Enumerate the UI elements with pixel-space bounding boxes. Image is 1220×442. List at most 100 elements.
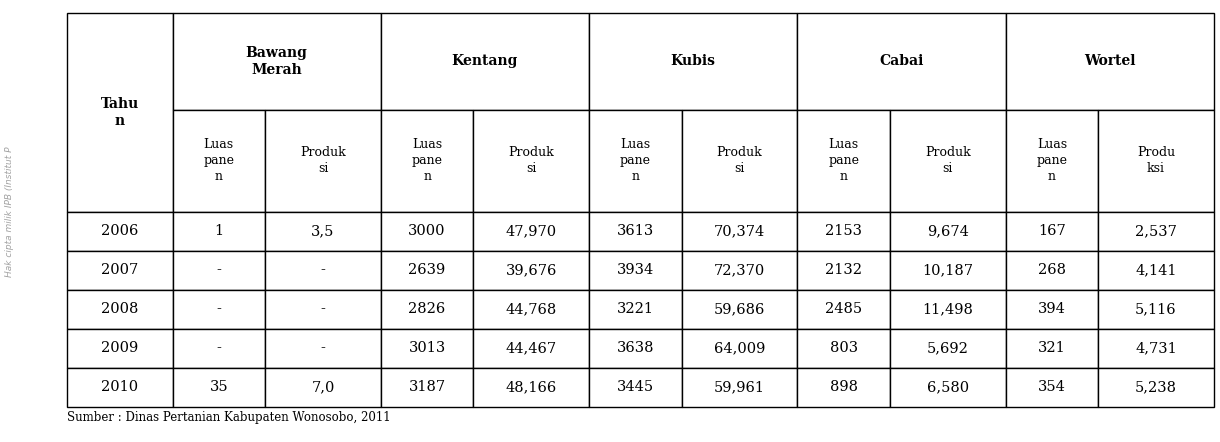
Bar (172, 251, 265, 290)
Text: 44,467: 44,467 (505, 341, 556, 355)
Text: Cabai: Cabai (880, 54, 924, 69)
Bar (1098, 329, 1214, 368)
Bar (172, 110, 265, 212)
Bar (589, 368, 682, 407)
Bar (589, 13, 798, 110)
Bar (67, 212, 172, 251)
Bar (1005, 212, 1098, 251)
Text: Luas
pane
n: Luas pane n (828, 138, 859, 183)
Bar (172, 290, 265, 329)
Text: 2009: 2009 (101, 341, 138, 355)
Bar (1098, 290, 1214, 329)
Bar (67, 13, 172, 212)
Bar (1005, 329, 1098, 368)
Text: Kentang: Kentang (451, 54, 518, 69)
Bar (589, 110, 682, 212)
Bar (473, 368, 589, 407)
Bar (798, 251, 889, 290)
Bar (682, 212, 798, 251)
Text: 48,166: 48,166 (505, 380, 556, 394)
Text: 59,686: 59,686 (714, 302, 765, 316)
Text: Sumber : Dinas Pertanian Kabupaten Wonosobo, 2011: Sumber : Dinas Pertanian Kabupaten Wonos… (67, 411, 390, 424)
Text: 2132: 2132 (825, 263, 863, 277)
Text: -: - (216, 263, 221, 277)
Text: 3445: 3445 (617, 380, 654, 394)
Bar (381, 212, 473, 251)
Bar (172, 212, 265, 251)
Bar (682, 251, 798, 290)
Bar (1098, 368, 1214, 407)
Bar (473, 251, 589, 290)
Text: 3613: 3613 (617, 225, 654, 238)
Bar (381, 13, 589, 110)
Bar (589, 251, 682, 290)
Text: Produk
si: Produk si (300, 146, 345, 175)
Text: -: - (216, 341, 221, 355)
Text: 3638: 3638 (616, 341, 654, 355)
Text: 2826: 2826 (409, 302, 445, 316)
Text: Produ
ksi: Produ ksi (1137, 146, 1175, 175)
Text: 44,768: 44,768 (505, 302, 556, 316)
Bar (889, 212, 1005, 251)
Text: Hak cipta milik IPB (Institut P: Hak cipta milik IPB (Institut P (5, 147, 15, 278)
Text: 803: 803 (830, 341, 858, 355)
Text: 268: 268 (1038, 263, 1066, 277)
Text: 394: 394 (1038, 302, 1066, 316)
Text: Luas
pane
n: Luas pane n (620, 138, 650, 183)
Text: Produk
si: Produk si (925, 146, 971, 175)
Text: 7,0: 7,0 (311, 380, 334, 394)
Bar (1005, 368, 1098, 407)
Text: Produk
si: Produk si (716, 146, 762, 175)
Text: 4,141: 4,141 (1136, 263, 1177, 277)
Bar (473, 329, 589, 368)
Text: 3,5: 3,5 (311, 225, 334, 238)
Text: 898: 898 (830, 380, 858, 394)
Text: 2007: 2007 (101, 263, 138, 277)
Text: 2008: 2008 (101, 302, 139, 316)
Text: Tahu
n: Tahu n (101, 97, 139, 128)
Bar (682, 329, 798, 368)
Bar (172, 368, 265, 407)
Bar (172, 329, 265, 368)
Bar (798, 290, 889, 329)
Bar (889, 110, 1005, 212)
Text: Kubis: Kubis (671, 54, 716, 69)
Bar (889, 251, 1005, 290)
Text: 35: 35 (210, 380, 228, 394)
Text: 10,187: 10,187 (922, 263, 974, 277)
Text: 2153: 2153 (825, 225, 863, 238)
Bar (589, 329, 682, 368)
Text: -: - (321, 341, 326, 355)
Text: -: - (321, 263, 326, 277)
Bar (473, 212, 589, 251)
Text: 6,580: 6,580 (927, 380, 969, 394)
Text: 167: 167 (1038, 225, 1066, 238)
Bar (798, 368, 889, 407)
Text: 354: 354 (1038, 380, 1066, 394)
Bar (473, 290, 589, 329)
Text: 9,674: 9,674 (927, 225, 969, 238)
Bar (172, 13, 381, 110)
Text: 39,676: 39,676 (505, 263, 556, 277)
Text: Wortel: Wortel (1085, 54, 1136, 69)
Text: 3013: 3013 (409, 341, 445, 355)
Text: Luas
pane
n: Luas pane n (411, 138, 443, 183)
Bar (1005, 290, 1098, 329)
Bar (1005, 251, 1098, 290)
Text: 3934: 3934 (617, 263, 654, 277)
Bar (381, 329, 473, 368)
Bar (67, 368, 172, 407)
Bar (1098, 212, 1214, 251)
Bar (682, 368, 798, 407)
Bar (67, 329, 172, 368)
Text: 2,537: 2,537 (1135, 225, 1177, 238)
Text: Bawang
Merah: Bawang Merah (245, 46, 307, 77)
Bar (265, 329, 381, 368)
Bar (265, 290, 381, 329)
Text: -: - (216, 302, 221, 316)
Bar (889, 290, 1005, 329)
Bar (1098, 251, 1214, 290)
Text: 5,692: 5,692 (927, 341, 969, 355)
Bar (798, 110, 889, 212)
Text: Produk
si: Produk si (509, 146, 554, 175)
